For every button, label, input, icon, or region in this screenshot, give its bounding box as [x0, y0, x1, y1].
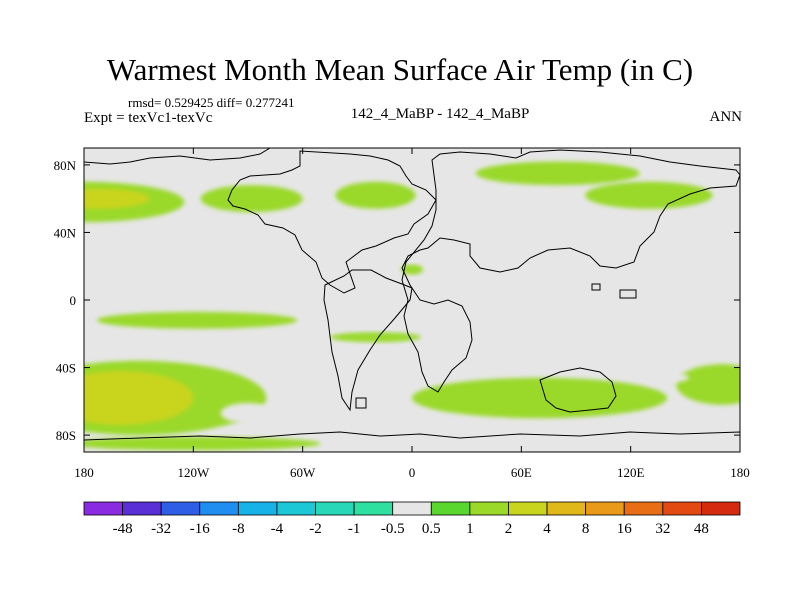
- field-n-pacific-core: [84, 188, 150, 209]
- colorbar-label: -48: [113, 521, 133, 537]
- field-africa-spot: [401, 264, 423, 275]
- colorbar-label: -1: [348, 521, 361, 537]
- y-tick-label: 40N: [54, 225, 77, 240]
- x-tick-label: 180: [74, 465, 94, 480]
- colorbar-swatch: [199, 501, 239, 516]
- colorbar-label: 2: [505, 521, 513, 537]
- x-tick-label: 180: [730, 465, 750, 480]
- colorbar-label: -0.5: [381, 521, 405, 537]
- field-s-pacific-east: [676, 364, 740, 405]
- colorbar-swatch: [469, 501, 509, 516]
- colorbar-label: -2: [309, 521, 322, 537]
- x-tick-label: 120W: [177, 465, 210, 480]
- field-ne-asia: [585, 181, 713, 209]
- colorbar-swatch: [508, 501, 548, 516]
- coast-south-america: [323, 269, 413, 412]
- season-label: ANN: [709, 109, 743, 125]
- field-tropics-e-pacific: [96, 311, 298, 329]
- field-s-edge-band: [84, 436, 321, 451]
- colorbar-swatch: [392, 501, 432, 516]
- coast-eurasia-africa: [401, 149, 740, 393]
- colorbar-swatch: [546, 501, 587, 516]
- stats-label: rmsd= 0.529425 diff= 0.277241: [128, 95, 295, 110]
- coast-island-3: [355, 397, 367, 409]
- x-tick-label: 0: [409, 465, 416, 480]
- field-layer: [84, 161, 740, 451]
- field-s-pacific-core: [84, 370, 194, 425]
- expt-label: Expt = texVc1-texVc: [84, 110, 213, 126]
- field-s-pacific-cold: [220, 403, 276, 424]
- colorbar-label: 4: [543, 521, 551, 537]
- field-n-atlantic: [335, 181, 416, 209]
- coast-island-2: [619, 289, 637, 299]
- field-s-east-cold: [658, 409, 713, 427]
- coast-island-1: [591, 283, 601, 291]
- y-tick-label: 0: [70, 293, 77, 308]
- colorbar-label: -16: [190, 521, 210, 537]
- x-tick-label: 60E: [511, 465, 532, 480]
- colorbar-label: 0.5: [422, 521, 441, 537]
- colorbar-label: -8: [232, 521, 245, 537]
- colorbar-swatch: [585, 501, 625, 516]
- colorbar-swatch: [276, 501, 316, 516]
- colorbar-swatch: [122, 501, 162, 516]
- colorbar-label: 48: [694, 521, 709, 537]
- y-tick-label: 40S: [56, 361, 76, 376]
- colorbar-label: 32: [655, 521, 670, 537]
- colorbar-label: 8: [582, 521, 590, 537]
- period-label: 142_4_MaBP - 142_4_MaBP: [350, 106, 530, 122]
- colorbar-swatch: [237, 501, 278, 516]
- coastline-layer: [84, 148, 740, 452]
- x-tick-label: 120E: [617, 465, 645, 480]
- coast-australia: [539, 367, 617, 413]
- y-tick-label: 80N: [54, 158, 77, 173]
- colorbar-swatch: [160, 501, 201, 516]
- chart-title: Warmest Month Mean Surface Air Temp (in …: [106, 52, 694, 87]
- field-australia-cold: [645, 372, 689, 383]
- coast-antarctica: [84, 431, 740, 452]
- axis-ticks: 180 120W 60W 0 60E 120E 180 80N 40N 0 40S 80S: [54, 148, 750, 480]
- coast-north-america: [227, 150, 437, 294]
- colorbar-swatch: [701, 501, 741, 516]
- colorbar-swatch: [623, 501, 664, 516]
- colorbar-swatch: [662, 501, 702, 516]
- colorbar-swatch: [353, 501, 394, 516]
- y-tick-label: 80S: [56, 428, 76, 443]
- field-s-indian: [412, 377, 668, 419]
- field-arctic-eurasia: [475, 161, 640, 186]
- colorbar: -48 -32 -16 -8 -4 -2 -1 -0.5 0.5 1 2 4 8 16 32 48: [83, 501, 741, 537]
- colorbar-label: 16: [617, 521, 633, 537]
- field-mid-atlantic-spot: [330, 332, 422, 343]
- colorbar-label: 1: [466, 521, 474, 537]
- field-n-america-north: [200, 185, 303, 213]
- colorbar-swatch: [315, 501, 355, 516]
- coast-greenland: [84, 148, 271, 165]
- colorbar-swatch: [430, 501, 471, 516]
- colorbar-swatch: [83, 501, 123, 516]
- colorbar-label: -32: [151, 521, 171, 537]
- colorbar-label: -4: [271, 521, 284, 537]
- x-tick-label: 60W: [290, 465, 316, 480]
